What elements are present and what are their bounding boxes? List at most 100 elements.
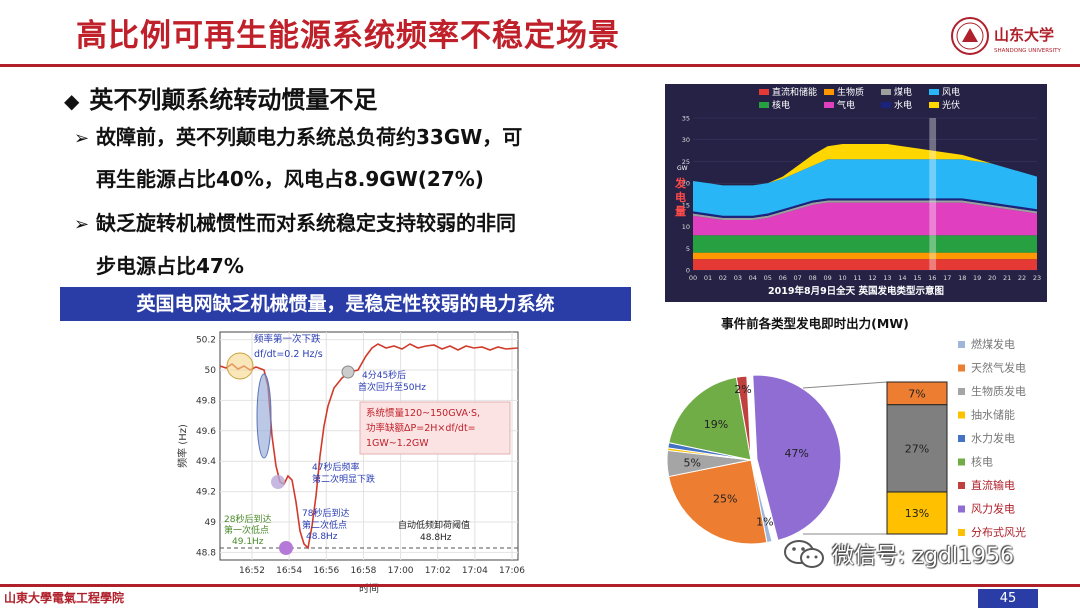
freq-x-tick-label: 16:52	[239, 566, 265, 576]
stack-areas	[693, 117, 1037, 271]
ann-low1-a: 28秒后到达	[224, 513, 271, 525]
ann-low2-a: 78秒后到达	[302, 507, 349, 519]
freq-x-tick-label: 17:00	[388, 566, 414, 576]
stack-y-label-3: 量	[675, 205, 686, 218]
arrow-bullet-icon: ➢	[74, 128, 90, 149]
freq-x-ticks: 16:52 16:54 16:56 16:58 17:00 17:02 17:04 17:06	[239, 566, 525, 576]
stack-x-tick-label: 17	[943, 274, 951, 282]
freq-y-tick-label: 49.2	[196, 488, 216, 498]
stack-legend-label: 煤电	[894, 86, 912, 98]
stack-legend-swatch	[824, 89, 834, 95]
pie-legend-swatch	[958, 435, 965, 442]
recover-marker	[341, 365, 355, 379]
event-highlight-band	[929, 118, 937, 270]
stack-x-tick-label: 22	[1018, 274, 1026, 282]
diamond-bullet-icon: ◆	[64, 89, 80, 113]
stack-area-光伏	[693, 144, 1037, 186]
pie-slice-label: 47%	[784, 447, 808, 460]
stack-x-tick-label: 05	[764, 274, 772, 282]
stack-x-tick-label: 20	[988, 274, 996, 282]
stack-x-tick-label: 00	[689, 274, 697, 282]
freq-y-tick-label: 49	[205, 518, 217, 528]
pie-legend-swatch	[958, 529, 965, 536]
bullet-2-line-1: ➢ 缺乏旋转机械惯性而对系统稳定支持较弱的非同	[74, 207, 516, 236]
ann-shed-a: 自动低频卸荷阈值	[398, 519, 470, 531]
ann-low2-c: 48.8Hz	[306, 532, 338, 542]
freq-x-tick-label: 16:58	[350, 566, 376, 576]
stack-x-tick-label: 07	[794, 274, 802, 282]
stack-x-ticks: 00 01 02 03 04 05 06 07 08 09 10 11 12 13 14 15 16 17 18 19…	[689, 274, 1041, 282]
pie-legend-label: 燃煤发电	[971, 337, 1015, 351]
inertia-box	[359, 401, 511, 455]
stack-y-tick-label: 35	[682, 115, 690, 123]
ann-low1-b: 第一次低点	[224, 524, 269, 536]
first-low-marker	[271, 475, 285, 489]
pie-legend-swatch	[958, 364, 965, 372]
freq-y-tick-label: 49.4	[196, 457, 216, 467]
ann-inertia-3: 1GW~1.2GW	[366, 438, 429, 449]
pie-legend-label: 天然气发电	[971, 361, 1026, 375]
breakdown-segment-分布式风光	[886, 491, 948, 535]
highlight-banner: 英国电网缺乏机械惯量，是稳定性较弱的电力系统	[60, 287, 631, 321]
page-number-box	[978, 589, 1038, 608]
bullet-1-text-1: 故障前，英不列颠电力系统总负荷约33GW，可	[96, 125, 523, 149]
pie-slices	[666, 374, 842, 545]
title-divider	[0, 64, 1080, 67]
stack-legend-label: 光伏	[942, 99, 960, 111]
pie-legend-swatch	[958, 341, 965, 348]
pie-slice-labels: 47% 25% 19% 5% 2% 1%	[684, 383, 809, 528]
stack-x-tick-label: 03	[734, 274, 742, 282]
stack-x-tick-label: 11	[853, 274, 861, 282]
logo-text: 山东大学	[994, 26, 1054, 44]
section-heading: ◆ 英不列颠系统转动惯量不足	[64, 80, 377, 115]
stack-legend-swatch	[881, 102, 891, 108]
pie-legend-label: 直流输电	[971, 478, 1015, 492]
pie-slice-天然气发电	[668, 459, 768, 545]
section-heading-text: 英不列颠系统转动惯量不足	[89, 86, 378, 114]
footer-institution: 山東大學電氣工程學院	[4, 591, 125, 605]
stack-legend-label: 生物质	[837, 86, 864, 98]
stack-y-unit: GW	[677, 165, 688, 172]
stack-legend-swatch	[824, 102, 834, 108]
pie-slice-label: 25%	[713, 492, 737, 505]
stack-x-tick-label: 13	[883, 274, 891, 282]
stack-y-tick-label: 0	[686, 267, 690, 275]
stack-x-tick-label: 02	[719, 274, 727, 282]
freq-y-tick-label: 50.2	[196, 336, 216, 346]
watermark-text: 微信号: zgdl1956	[832, 544, 1014, 569]
pie-slice-label: 2%	[734, 383, 751, 396]
stack-x-tick-label: 21	[1003, 274, 1011, 282]
breakdown-label: 27%	[905, 442, 929, 455]
breakdown-segment-风力发电	[886, 404, 948, 493]
bullet-2-line-2: 步电源占比47%	[96, 254, 244, 278]
stack-x-tick-label: 19	[973, 274, 981, 282]
pie-slice-label: 5%	[684, 456, 701, 469]
ann-low1-c: 49.1Hz	[232, 537, 264, 547]
generation-pie-chart: 事件前各类型发电即时出力(MW) 47% 25% 19% 5% 2% 1% 13% 27% 7…	[666, 316, 1026, 545]
stack-y-tick-label: 15	[682, 201, 690, 209]
stack-legend-swatch	[929, 89, 939, 95]
stack-x-tick-label: 14	[898, 274, 906, 282]
bullet-1-line-2: 再生能源占比40%，风电占8.9GW(27%)	[96, 167, 484, 191]
university-logo: 山东大学 SHANDONG UNIVERSITY	[951, 17, 1061, 55]
pie-legend-label: 风力发电	[971, 502, 1015, 516]
stack-x-tick-label: 23	[1033, 274, 1041, 282]
pie-slice-直流输电	[735, 375, 752, 461]
pie-legend-label: 生物质发电	[971, 384, 1026, 398]
stack-x-tick-label: 18	[958, 274, 966, 282]
stack-x-tick-label: 09	[823, 274, 831, 282]
freq-y-label: 频率 (Hz)	[176, 424, 189, 468]
arrow-bullet-icon: ➢	[74, 214, 90, 235]
pie-legend-swatch	[958, 482, 965, 489]
ann-second-drop-2: 第二次明显下跌	[312, 473, 375, 485]
ann-shed-b: 48.8Hz	[420, 533, 452, 543]
ann-inertia-1: 系统惯量120~150GVA·S,	[366, 407, 480, 419]
stack-area-风电	[693, 159, 1037, 216]
stack-area-煤电	[693, 200, 1037, 221]
freq-x-tick-label: 17:04	[462, 566, 488, 576]
ann-inertia-2: 功率缺额ΔP=2H×df/dt=	[366, 422, 476, 434]
pie-legend-label: 分布式风光	[971, 525, 1026, 539]
